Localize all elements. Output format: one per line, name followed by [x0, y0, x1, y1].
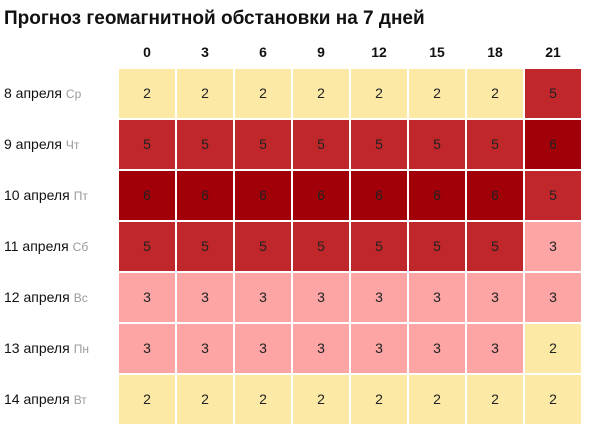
heatmap-cell: 3	[466, 272, 524, 323]
heatmap-cell: 3	[292, 272, 350, 323]
heatmap-cell: 3	[176, 272, 234, 323]
heatmap-cell: 2	[292, 68, 350, 119]
heatmap-cell: 2	[524, 374, 582, 425]
heatmap-cell: 5	[292, 221, 350, 272]
row-date: 14 апреля	[4, 391, 70, 407]
row-day-of-week: Сб	[72, 240, 89, 254]
heatmap-cell: 3	[118, 323, 176, 374]
heatmap-cell: 5	[408, 221, 466, 272]
heatmap-cell: 3	[118, 272, 176, 323]
row-label: 14 апреля Вт	[4, 374, 118, 425]
heatmap-cell: 5	[466, 119, 524, 170]
row-day-of-week: Вт	[73, 393, 87, 407]
row-date: 12 апреля	[4, 289, 70, 305]
heatmap-cell: 6	[292, 170, 350, 221]
heatmap-cell: 2	[234, 68, 292, 119]
heatmap-cell: 2	[408, 374, 466, 425]
heatmap-cell: 5	[466, 221, 524, 272]
heatmap-cell: 5	[118, 119, 176, 170]
chart-title: Прогноз геомагнитной обстановки на 7 дне…	[4, 8, 425, 29]
column-header: 3	[201, 44, 209, 60]
heatmap-cell: 6	[408, 170, 466, 221]
heatmap-cell: 2	[292, 374, 350, 425]
row-date: 8 апреля	[4, 85, 62, 101]
column-header: 9	[317, 44, 325, 60]
heatmap-cell: 3	[234, 272, 292, 323]
heatmap-cell: 6	[234, 170, 292, 221]
row-label: 11 апреля Сб	[4, 221, 118, 272]
row-label: 8 апреля Ср	[4, 68, 118, 119]
heatmap-cell: 5	[408, 119, 466, 170]
heatmap-cell: 2	[524, 323, 582, 374]
row-label: 9 апреля Чт	[4, 119, 118, 170]
heatmap-cell: 3	[292, 323, 350, 374]
column-header: 0	[143, 44, 151, 60]
row-day-of-week: Вс	[73, 291, 88, 305]
column-header: 6	[259, 44, 267, 60]
heatmap-cell: 3	[176, 323, 234, 374]
heatmap-cell: 5	[234, 119, 292, 170]
heatmap-cell: 5	[234, 221, 292, 272]
column-header: 18	[487, 44, 503, 60]
heatmap-cell: 5	[350, 221, 408, 272]
heatmap-cell: 5	[350, 119, 408, 170]
row-date: 9 апреля	[4, 136, 62, 152]
heatmap-cell: 5	[118, 221, 176, 272]
heatmap-cell: 6	[466, 170, 524, 221]
heatmap-cell: 3	[524, 221, 582, 272]
row-date: 11 апреля	[4, 238, 69, 254]
heatmap-cell: 2	[176, 68, 234, 119]
row-day-of-week: Пт	[73, 189, 88, 203]
row-day-of-week: Ср	[65, 87, 82, 101]
heatmap-cell: 2	[350, 374, 408, 425]
heatmap-cell: 6	[350, 170, 408, 221]
heatmap-cell: 2	[350, 68, 408, 119]
heatmap-cell: 3	[350, 272, 408, 323]
heatmap-cell: 3	[524, 272, 582, 323]
heatmap-cell: 2	[408, 68, 466, 119]
row-label: 12 апреля Вс	[4, 272, 118, 323]
row-day-of-week: Пн	[73, 342, 89, 356]
row-label: 13 апреля Пн	[4, 323, 118, 374]
heatmap-cell: 5	[176, 221, 234, 272]
heatmap-cell: 3	[466, 323, 524, 374]
heatmap-cell: 6	[524, 119, 582, 170]
heatmap-cell: 2	[234, 374, 292, 425]
column-header: 12	[371, 44, 387, 60]
row-day-of-week: Чт	[65, 138, 80, 152]
heatmap-cell: 3	[408, 323, 466, 374]
heatmap-cell: 2	[176, 374, 234, 425]
row-label: 10 апреля Пт	[4, 170, 118, 221]
heatmap-cell: 3	[408, 272, 466, 323]
heatmap-cell: 2	[118, 374, 176, 425]
heatmap-cell: 6	[176, 170, 234, 221]
heatmap-cell: 2	[466, 68, 524, 119]
column-header: 21	[545, 44, 561, 60]
heatmap-cell: 5	[292, 119, 350, 170]
heatmap-cell: 5	[176, 119, 234, 170]
column-header: 15	[429, 44, 445, 60]
heatmap-cell: 2	[466, 374, 524, 425]
row-date: 10 апреля	[4, 187, 70, 203]
row-date: 13 апреля	[4, 340, 70, 356]
heatmap-cell: 2	[118, 68, 176, 119]
heatmap-cell: 5	[524, 68, 582, 119]
heatmap-cell: 6	[118, 170, 176, 221]
heatmap-cell: 5	[524, 170, 582, 221]
heatmap-cell: 3	[234, 323, 292, 374]
heatmap-cell: 3	[350, 323, 408, 374]
